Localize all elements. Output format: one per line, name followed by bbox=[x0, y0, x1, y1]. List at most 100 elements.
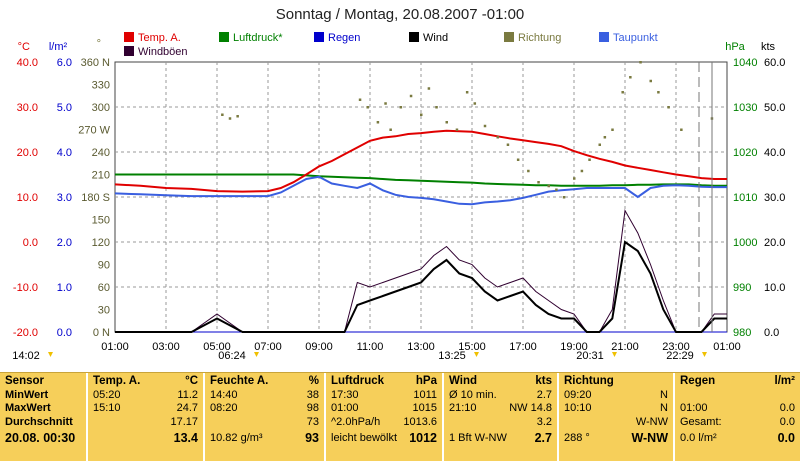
direction-axis-unit: ° bbox=[97, 38, 101, 50]
legend-label: Temp. A. bbox=[138, 32, 181, 44]
direction-point bbox=[465, 91, 469, 94]
rain-total-label: Gesamt: bbox=[680, 415, 722, 428]
x-tick-label: 09:00 bbox=[305, 341, 333, 353]
humidity-header: Feuchte A. bbox=[210, 375, 269, 387]
humidity-min-time: 14:40 bbox=[210, 388, 238, 401]
wind-beaufort: 1 Bft W-NW bbox=[449, 432, 507, 444]
temp-tick-label: -10.0 bbox=[13, 282, 38, 294]
direction-tick-label: 210 bbox=[92, 170, 110, 182]
rain-hour-value: 0.0 bbox=[779, 402, 795, 414]
current-datetime: 20.08. 00:30 bbox=[5, 431, 76, 445]
direction-current: W-NW bbox=[631, 431, 668, 445]
wind-tick-label: 60.0 bbox=[764, 57, 785, 69]
legend-swatch bbox=[314, 32, 324, 42]
wind-current: 2.7 bbox=[534, 431, 552, 445]
temp-max-time: 15:10 bbox=[93, 402, 121, 414]
pressure-max-value: 1015 bbox=[412, 402, 437, 414]
row-label-max: MaxWert bbox=[5, 402, 51, 414]
pressure-trend: ^2.0hPa/h bbox=[331, 415, 381, 428]
stats-table: Sensor MinWert MaxWert Durchschnitt 20.0… bbox=[0, 372, 800, 461]
x-tick-label: 03:00 bbox=[152, 341, 180, 353]
wind-tick-label: 30.0 bbox=[764, 192, 785, 204]
legend-label: Windböen bbox=[138, 46, 188, 58]
direction-point bbox=[629, 76, 632, 79]
legend-swatch bbox=[219, 32, 229, 42]
direction-point bbox=[506, 143, 510, 146]
direction-point bbox=[435, 106, 438, 109]
direction-point bbox=[366, 106, 369, 109]
legend-swatch bbox=[599, 32, 609, 42]
direction-tick-label: 30 bbox=[98, 305, 110, 317]
wind-tick-label: 10.0 bbox=[764, 282, 785, 294]
panel-direction: Richtung 09:20 N 10:10 N W-NW 288 ° W-NW bbox=[559, 373, 675, 461]
direction-point bbox=[649, 79, 652, 83]
wind-tick-label: 40.0 bbox=[764, 147, 785, 159]
legend-label: Wind bbox=[423, 32, 448, 44]
direction-point bbox=[427, 87, 431, 90]
direction-point bbox=[236, 115, 239, 118]
series-line-luftdruck bbox=[115, 173, 727, 187]
pressure-unit: hPa bbox=[415, 375, 437, 387]
direction-min-time: 09:20 bbox=[564, 388, 592, 401]
temp-tick-label: 10.0 bbox=[17, 192, 38, 204]
pressure-tick-label: 1030 bbox=[733, 102, 757, 114]
x-tick-label: 01:00 bbox=[101, 341, 129, 353]
weather-forecast: leicht bewölkt bbox=[331, 432, 398, 444]
direction-tick-label: 300 bbox=[92, 102, 110, 114]
rain-axis-unit: l/m² bbox=[49, 41, 68, 53]
x-tick-label: 05:00 bbox=[203, 341, 231, 353]
temp-min-time: 05:20 bbox=[93, 388, 121, 401]
temp-min-value: 11.2 bbox=[177, 388, 198, 401]
wind-avg-label: Ø 10 min. bbox=[449, 388, 497, 401]
direction-point bbox=[562, 196, 566, 199]
direction-point bbox=[376, 121, 380, 124]
temp-header: Temp. A. bbox=[93, 375, 141, 387]
direction-point bbox=[588, 158, 591, 161]
direction-point bbox=[547, 184, 550, 188]
direction-point bbox=[537, 181, 540, 184]
panel-temp: Temp. A. °C 05:20 11.2 15:10 24.7 17.17 13.… bbox=[88, 373, 205, 461]
legend-label: Regen bbox=[328, 32, 360, 44]
temp-tick-label: 0.0 bbox=[23, 237, 38, 249]
direction-point bbox=[621, 91, 624, 94]
wind-max-value: NW 14.8 bbox=[509, 402, 552, 414]
sensor-header: Sensor bbox=[5, 375, 44, 387]
direction-tick-label: 150 bbox=[92, 215, 110, 227]
pressure-min-time: 17:30 bbox=[331, 388, 359, 401]
temp-tick-label: -20.0 bbox=[13, 327, 38, 339]
x-tick-label: 17:00 bbox=[509, 341, 537, 353]
temp-avg-value: 17.17 bbox=[170, 415, 198, 428]
direction-max-value: N bbox=[660, 402, 668, 414]
direction-point bbox=[639, 61, 642, 64]
direction-tick-label: 330 bbox=[92, 80, 110, 92]
rain-tick-label: 6.0 bbox=[57, 57, 72, 69]
series-line-wind bbox=[115, 240, 727, 333]
direction-avg-value: W-NW bbox=[635, 415, 668, 428]
direction-tick-label: 120 bbox=[92, 237, 110, 249]
direction-point bbox=[384, 102, 387, 105]
moonrise-marker-icon bbox=[474, 352, 479, 357]
wind-max-time: 21:10 bbox=[449, 402, 477, 414]
pressure-tick-label: 1020 bbox=[733, 147, 757, 159]
direction-tick-label: 240 bbox=[92, 147, 110, 159]
x-tick-label: 01:00 bbox=[713, 341, 741, 353]
legend-swatch bbox=[124, 46, 134, 56]
x-tick-label: 23:00 bbox=[662, 341, 690, 353]
moonset-marker-icon bbox=[702, 352, 707, 357]
legend-swatch bbox=[409, 32, 419, 42]
temp-current: 13.4 bbox=[173, 431, 198, 445]
pressure-tick-label: 980 bbox=[733, 327, 751, 339]
direction-point bbox=[580, 169, 584, 173]
pressure-header: Luftdruck bbox=[331, 375, 385, 387]
direction-degrees: 288 ° bbox=[564, 432, 590, 444]
direction-point bbox=[473, 102, 477, 105]
direction-point bbox=[680, 128, 683, 131]
direction-point bbox=[603, 136, 607, 139]
direction-tick-label: 180 S bbox=[81, 192, 110, 204]
pressure-axis-unit: hPa bbox=[725, 41, 745, 53]
direction-point bbox=[496, 136, 499, 139]
direction-point bbox=[657, 91, 660, 94]
x-tick-label: 11:00 bbox=[357, 341, 384, 353]
humidity-max-time: 08:20 bbox=[210, 402, 238, 414]
pressure-tick-label: 1000 bbox=[733, 237, 757, 249]
